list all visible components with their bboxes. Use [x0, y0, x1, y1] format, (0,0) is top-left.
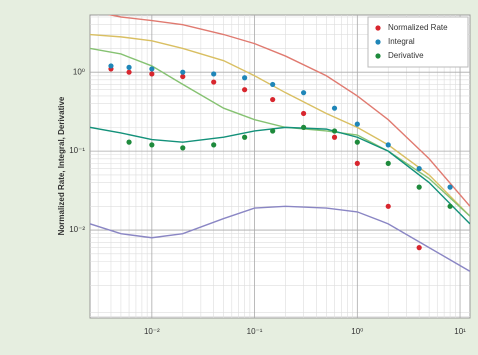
x-tick-label: 10⁻²: [144, 327, 160, 336]
data-point: [416, 166, 422, 172]
data-point: [180, 69, 186, 75]
plot-layer: [90, 15, 470, 318]
data-point: [108, 63, 114, 69]
type-curve: [90, 205, 470, 272]
type-curve: [90, 126, 470, 225]
y-tick-label: 10⁰: [73, 67, 85, 76]
data-point: [211, 142, 217, 148]
data-point: [447, 203, 453, 209]
data-point: [242, 134, 248, 140]
data-point: [149, 66, 155, 72]
legend-label: Derivative: [388, 51, 424, 60]
data-point: [385, 160, 391, 166]
y-tick-label: 10⁻¹: [69, 146, 85, 155]
data-point: [126, 64, 132, 70]
data-point: [447, 184, 453, 190]
data-point: [180, 73, 186, 80]
data-point: [416, 184, 422, 190]
data-point: [270, 96, 276, 103]
data-point: [300, 110, 307, 117]
data-point: [354, 121, 360, 127]
data-point: [300, 90, 307, 96]
legend-box: [367, 16, 469, 68]
data-point: [149, 71, 155, 77]
data-point: [126, 139, 132, 145]
data-point: [270, 128, 276, 134]
legend-marker: [375, 25, 381, 31]
data-point: [331, 134, 338, 140]
data-point: [211, 79, 217, 85]
x-tick-label: 10⁻¹: [247, 327, 263, 336]
legend-label: Normalized Rate: [388, 23, 448, 32]
data-point: [331, 105, 338, 111]
data-point: [180, 145, 186, 151]
legend-marker: [375, 39, 381, 45]
data-point: [242, 87, 248, 93]
data-point: [385, 142, 391, 148]
y-tick-label: 10⁻²: [69, 225, 85, 234]
type-curve: [90, 33, 470, 217]
data-point: [331, 128, 338, 134]
data-point: [416, 245, 422, 251]
y-axis-label: Normalized Rate, Integral, Derivative: [57, 96, 66, 235]
x-tick-label: 10⁰: [351, 327, 363, 336]
legend-marker: [375, 53, 381, 59]
data-point: [354, 139, 360, 145]
data-point: [270, 81, 276, 88]
data-point: [385, 203, 391, 209]
data-point: [126, 69, 132, 75]
data-point: [354, 160, 360, 166]
legend-label: Integral: [388, 37, 415, 46]
data-point: [242, 75, 248, 81]
x-tick-label: 10¹: [454, 327, 466, 336]
data-point: [211, 71, 217, 77]
data-point: [149, 142, 155, 148]
type-curve: [107, 15, 470, 207]
data-point: [300, 124, 307, 130]
